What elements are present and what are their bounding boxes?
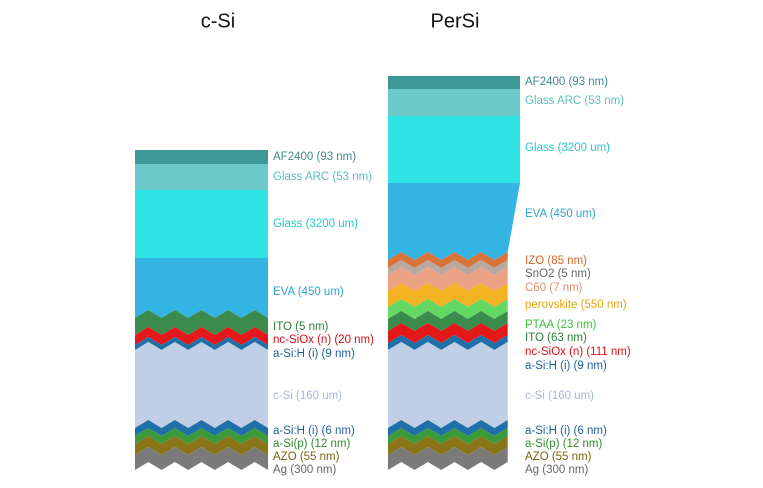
layer-label: a-Si:H (i) (9 nm) <box>525 360 607 372</box>
layer <box>135 164 268 190</box>
layer-label: Glass (3200 um) <box>525 142 610 154</box>
layer-label: Ag (300 nm) <box>273 464 336 476</box>
layer-label: C60 (7 nm) <box>525 282 583 294</box>
layer-label: perovskite (550 nm) <box>525 299 627 311</box>
layer <box>388 335 508 350</box>
layer-label: Glass ARC (53 nm) <box>525 95 624 107</box>
layer <box>135 258 268 318</box>
layer <box>388 267 508 291</box>
layer <box>388 436 508 455</box>
layer <box>135 150 268 164</box>
layer-label: a-Si:H (i) (6 nm) <box>273 425 355 437</box>
layer <box>388 323 508 343</box>
layer-label: SnO2 (5 nm) <box>525 268 591 280</box>
layer-label: AZO (55 nm) <box>273 451 340 463</box>
layer <box>135 447 268 470</box>
layer <box>135 342 268 428</box>
layer <box>135 327 268 345</box>
layer-label: a-Si:H (i) (6 nm) <box>525 425 607 437</box>
layer-label: PTAA (23 nm) <box>525 319 597 331</box>
layer <box>135 436 268 455</box>
layer <box>388 116 520 183</box>
layer-label: ITO (5 nm) <box>273 321 329 333</box>
layer-label: IZO (85 nm) <box>525 255 587 267</box>
layer <box>388 252 508 268</box>
layer <box>135 190 268 258</box>
layer-label: a-Si(p) (12 nm) <box>273 438 350 450</box>
layer-label: nc-SiOx (n) (111 nm) <box>525 346 631 358</box>
layer <box>388 76 520 89</box>
layer-label: ITO (63 nm) <box>525 332 587 344</box>
layer <box>388 183 520 260</box>
layer <box>388 283 508 307</box>
layer-label: EVA (450 um) <box>273 286 344 298</box>
layer <box>388 447 508 470</box>
layer <box>388 420 508 436</box>
layer-label: Glass (3200 um) <box>273 218 358 230</box>
layer-label: nc-SiOx (n) (20 nm) <box>273 334 374 346</box>
layer <box>388 342 508 428</box>
layer-label: a-Si:H (i) (9 nm) <box>273 348 355 360</box>
layer-label: AZO (55 nm) <box>525 451 592 463</box>
layer-label: Glass ARC (53 nm) <box>273 171 372 183</box>
layer-label: c-Si (160 um) <box>273 390 342 402</box>
layer <box>388 311 508 331</box>
layer-label: AF2400 (93 nm) <box>525 76 608 88</box>
stack-title: c-Si <box>201 10 235 32</box>
layer-label: EVA (450 um) <box>525 208 596 220</box>
layer <box>388 299 508 319</box>
stack-title: PerSi <box>431 10 480 32</box>
layer <box>388 89 520 116</box>
layer-label: AF2400 (93 nm) <box>273 151 356 163</box>
layer <box>135 337 268 350</box>
layer <box>388 260 508 275</box>
layer-label: Ag (300 nm) <box>525 464 588 476</box>
layer-label: c-Si (160 um) <box>525 390 594 402</box>
layer <box>135 310 268 335</box>
layer <box>388 428 508 444</box>
layer-label: a-Si(p) (12 nm) <box>525 438 602 450</box>
